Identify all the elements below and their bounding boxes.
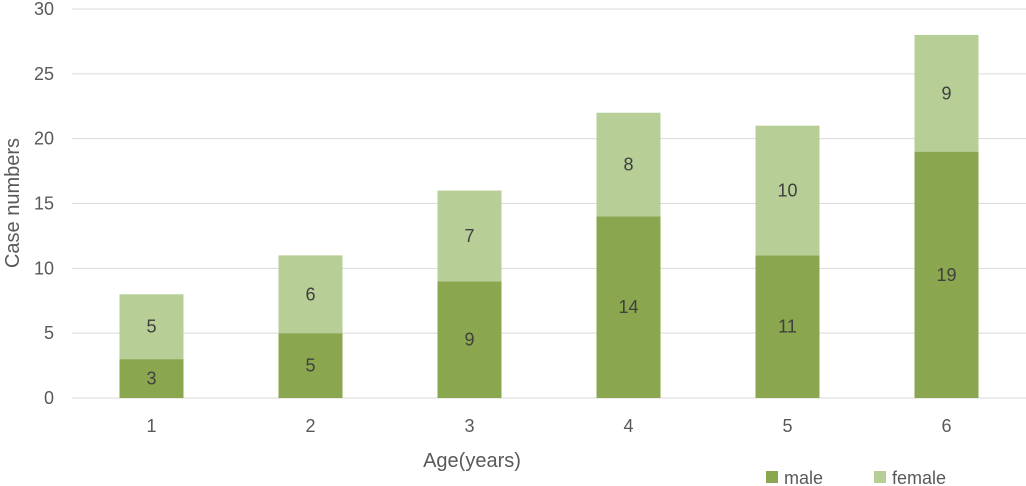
legend: male female	[766, 468, 946, 486]
bar-female-6	[914, 34, 979, 152]
x-tick-label: 2	[305, 416, 315, 436]
data-label-female-5: 10	[777, 181, 797, 201]
x-tick-label: 3	[464, 416, 474, 436]
y-tick-label: 25	[34, 64, 54, 84]
y-tick-label: 15	[34, 194, 54, 214]
bar-male-1	[119, 359, 184, 398]
data-label-female-1: 5	[146, 317, 156, 337]
x-tick-label: 4	[623, 416, 633, 436]
x-tick-label: 1	[146, 416, 156, 436]
data-label-female-6: 9	[941, 83, 951, 103]
bar-male-2	[278, 333, 343, 398]
bar-female-1	[119, 294, 184, 360]
x-axis-title: Age(years)	[423, 450, 521, 472]
legend-label-male: male	[784, 468, 823, 486]
legend-swatch-male	[766, 471, 778, 483]
bar-female-3	[437, 190, 502, 282]
legend-swatch-female	[874, 471, 886, 483]
y-tick-label: 0	[44, 388, 54, 408]
data-label-male-5: 11	[778, 317, 797, 337]
legend-label-female: female	[892, 468, 946, 486]
gridlines	[72, 8, 1026, 399]
data-label-male-4: 14	[618, 297, 638, 317]
y-axis-title: Case numbers	[2, 138, 24, 268]
x-tick-label: 6	[941, 416, 951, 436]
data-label-female-2: 6	[305, 284, 315, 304]
y-axis-ticks: 0 5 10 15 20 25 30	[34, 0, 54, 408]
bars: 3 5 5 6 9 7 14 8 11 10 19 9	[119, 34, 979, 398]
x-tick-label: 5	[782, 416, 792, 436]
data-label-female-4: 8	[623, 155, 633, 175]
data-label-male-1: 3	[146, 369, 156, 389]
x-axis-ticks: 1 2 3 4 5 6	[146, 416, 951, 436]
bar-female-5	[755, 125, 820, 256]
data-label-female-3: 7	[464, 226, 474, 246]
data-label-male-2: 5	[305, 356, 315, 376]
bar-male-4	[596, 216, 661, 398]
data-label-male-6: 19	[936, 265, 956, 285]
y-tick-label: 5	[44, 323, 54, 343]
bar-male-3	[437, 281, 502, 398]
bar-female-2	[278, 255, 343, 334]
y-tick-label: 30	[34, 0, 54, 19]
data-label-male-3: 9	[464, 330, 474, 350]
bar-male-6	[914, 151, 979, 398]
bar-female-4	[596, 112, 661, 217]
y-tick-label: 10	[34, 258, 54, 278]
y-tick-label: 20	[34, 129, 54, 149]
bar-male-5	[755, 255, 820, 398]
